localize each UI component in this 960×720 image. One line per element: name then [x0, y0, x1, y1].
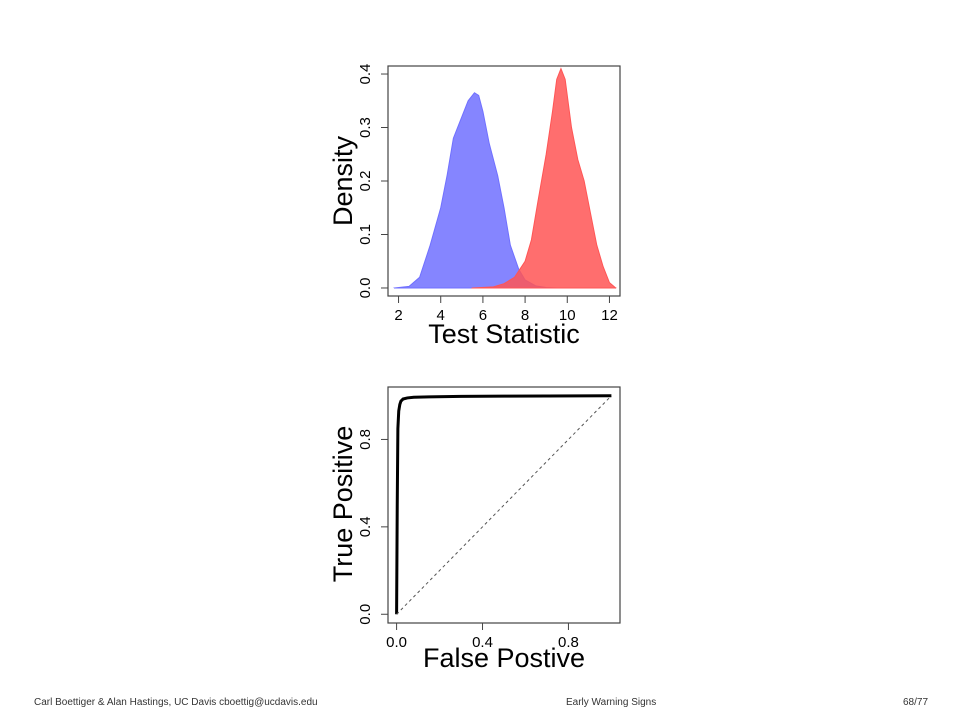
- roc-y-axis-title: True Positive: [328, 426, 358, 583]
- footer-title: Early Warning Signs: [566, 697, 657, 708]
- roc-chart: 0.0 0.4 0.8 0.0 0.4 0.8 False Postive True P…: [328, 386, 621, 673]
- roc-x-axis-title: False Postive: [423, 643, 585, 673]
- density-x-tick-label: 12: [601, 307, 618, 324]
- roc-curve: [395, 394, 612, 615]
- density-x-axis-title: Test Statistic: [428, 319, 580, 349]
- density-y-tick-label: 0.2: [357, 171, 374, 192]
- density-y-tick-label: 0.1: [357, 224, 374, 245]
- roc-x-tick-label: 0.0: [386, 634, 407, 651]
- footer-page-number: 68/77: [903, 697, 929, 708]
- slide-footer: Carl Boettiger & Alan Hastings, UC Davis…: [0, 697, 960, 713]
- density-y-tick-label: 0.3: [357, 117, 374, 138]
- density-x-tick-label: 8: [521, 307, 529, 324]
- roc-x-tick-label: 0.8: [558, 634, 579, 651]
- density-area-2: [470, 67, 617, 289]
- density-x-tick-label: 2: [394, 307, 402, 324]
- roc-y-tick-label: 0.4: [357, 516, 374, 537]
- roc-x-tick-label: 0.4: [472, 634, 493, 651]
- density-x-tick-label: 6: [479, 307, 487, 324]
- density-y-tick-label: 0.0: [357, 278, 374, 299]
- footer-author: Carl Boettiger & Alan Hastings, UC Davis…: [34, 697, 318, 708]
- roc-y-tick-label: 0.8: [357, 429, 374, 450]
- density-y-axis-title: Density: [328, 135, 358, 226]
- density-x-tick-label: 4: [437, 307, 445, 324]
- roc-y-tick-label: 0.0: [357, 604, 374, 625]
- density-y-tick-label: 0.4: [357, 64, 374, 85]
- density-x-tick-label: 10: [559, 307, 576, 324]
- roc-reference-diagonal: [396, 395, 612, 615]
- density-chart: 2 4 6 8 10 12 0.00.10.20.30.4 Test Statistic …: [328, 64, 621, 349]
